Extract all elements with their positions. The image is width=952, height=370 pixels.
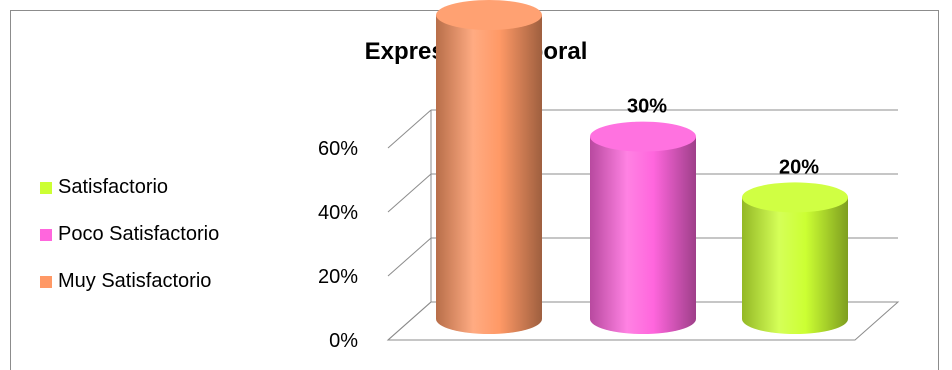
legend-label: Satisfactorio <box>58 176 169 198</box>
legend-item-muy-satisfactorio: Muy Satisfactorio <box>40 258 219 305</box>
data-label: 20% <box>779 156 819 178</box>
bar <box>436 15 542 334</box>
y-tick-label: 20% <box>318 266 358 288</box>
legend-item-satisfactorio: Satisfactorio <box>40 164 219 211</box>
legend-swatch <box>40 228 52 241</box>
bar <box>590 136 696 334</box>
y-tick-label: 60% <box>318 138 358 160</box>
legend-swatch <box>40 181 52 194</box>
bar <box>742 197 848 334</box>
legend-swatch <box>40 275 52 288</box>
data-label: 30% <box>627 96 667 118</box>
legend: Satisfactorio Poco Satisfactorio Muy Sat… <box>40 164 219 305</box>
side-edge <box>387 301 432 341</box>
bar-top <box>436 0 542 30</box>
y-tick-label: 0% <box>329 330 358 352</box>
legend-item-poco-satisfactorio: Poco Satisfactorio <box>40 211 219 258</box>
legend-label: Poco Satisfactorio <box>58 223 220 245</box>
side-gridline <box>387 237 432 277</box>
bar-top <box>590 121 696 152</box>
side-gridline <box>387 109 432 149</box>
legend-label: Muy Satisfactorio <box>58 270 212 292</box>
y-tick-label: 40% <box>318 202 358 224</box>
side-gridline <box>387 173 432 213</box>
bar-top <box>742 182 848 213</box>
